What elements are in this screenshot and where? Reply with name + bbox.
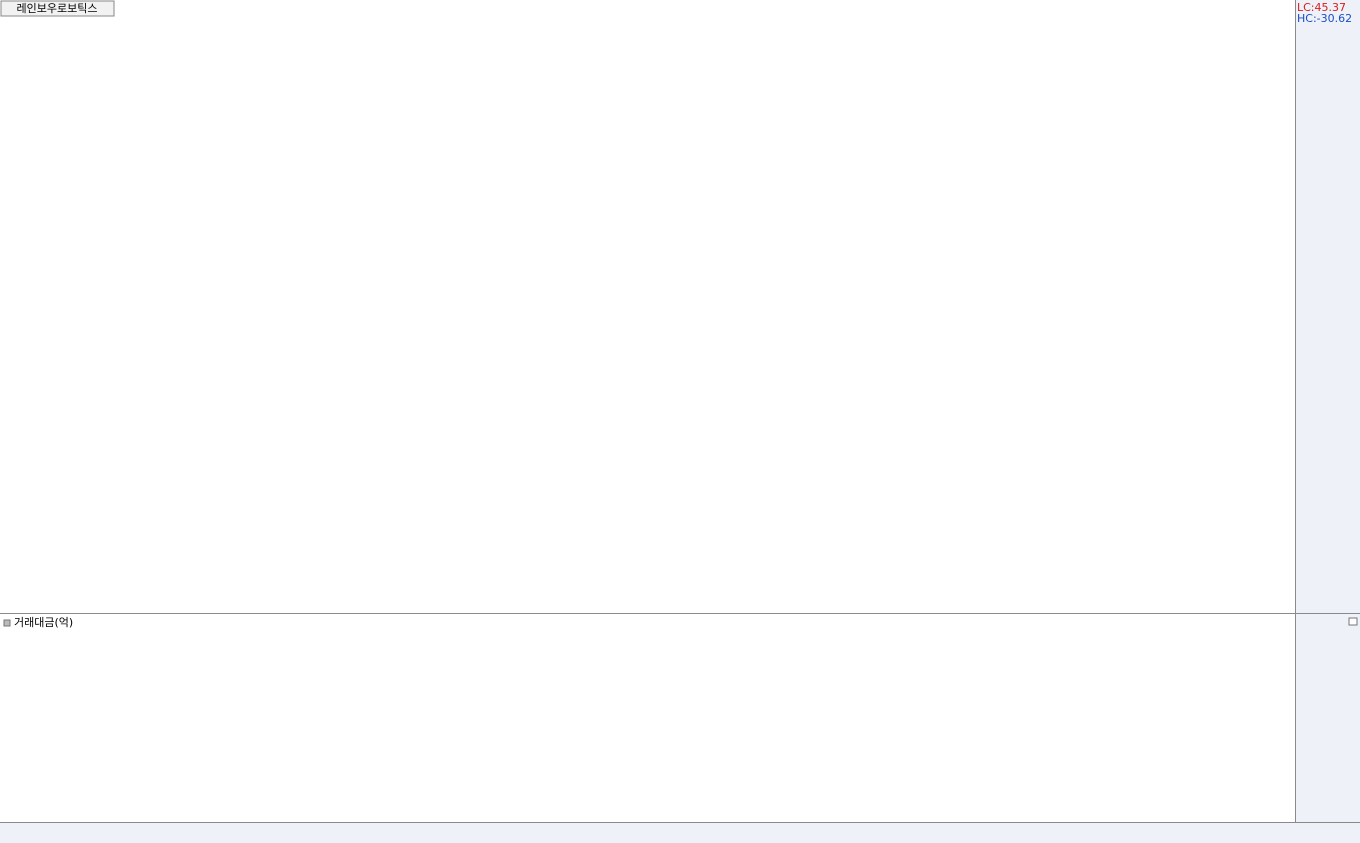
hc-label: HC:-30.62	[1297, 12, 1352, 25]
panel-icon	[3, 619, 11, 627]
bottom-axis-panel	[0, 822, 1360, 843]
lc-label: LC:45.37	[1297, 1, 1346, 14]
title-box	[0, 0, 115, 17]
stock-title: 레인보우로보틱스	[17, 2, 98, 15]
volume-title: 거래대금(억)	[14, 616, 73, 629]
panel-button[interactable]	[1348, 617, 1358, 626]
right-axis-panel	[1295, 0, 1360, 822]
